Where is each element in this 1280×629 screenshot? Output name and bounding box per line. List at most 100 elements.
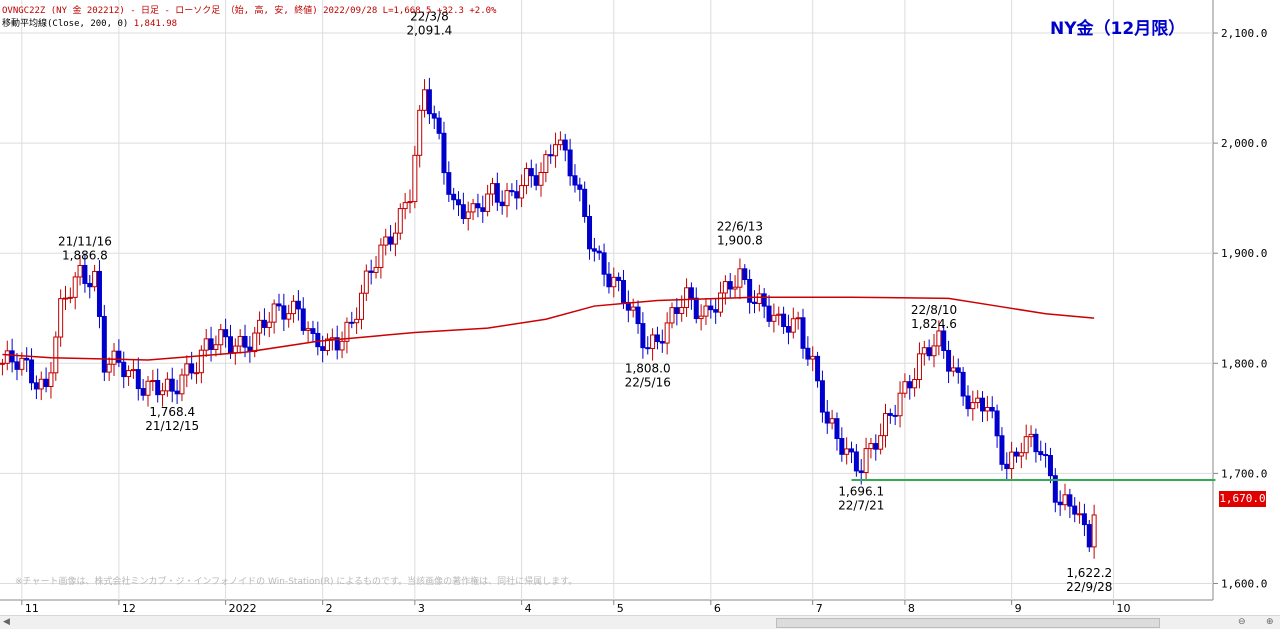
annotation-line-1: 1,696.1	[838, 485, 884, 499]
x-tick-label: 7	[816, 602, 823, 615]
candle-body	[965, 395, 971, 410]
candle-body	[315, 332, 321, 348]
candle-body	[523, 168, 529, 187]
candle-body	[800, 317, 806, 349]
candle-body	[795, 317, 801, 320]
last-price-badge: 1,670.0	[1219, 491, 1266, 507]
candle-body	[155, 380, 161, 396]
y-tick-label: 2,100.0	[1221, 27, 1267, 40]
candle-body	[72, 276, 78, 298]
candle-body	[286, 313, 292, 320]
x-tick-label: 12	[122, 602, 136, 615]
x-tick-label: 5	[617, 602, 624, 615]
candle-body	[645, 347, 651, 350]
candle-body	[1028, 433, 1034, 438]
candle-body	[446, 172, 452, 195]
candle-body	[611, 276, 617, 288]
candle-body	[1077, 513, 1083, 516]
candle-body	[116, 350, 122, 363]
candle-body	[766, 305, 772, 322]
x-tick-label: 4	[525, 602, 532, 615]
y-tick-label: 1,700.0	[1221, 467, 1267, 480]
zoom-out-icon[interactable]: ⊖	[1238, 617, 1246, 627]
candle-body	[620, 280, 626, 303]
candle-body	[397, 208, 403, 234]
candle-body	[130, 369, 136, 372]
candle-body	[732, 286, 738, 290]
candle-body	[164, 378, 170, 392]
candle-body	[591, 248, 597, 252]
zoom-in-icon[interactable]: ⊕	[1266, 617, 1274, 627]
scrollbar-thumb[interactable]	[776, 618, 1160, 628]
candle-body	[1081, 513, 1087, 526]
candle-body	[509, 190, 515, 193]
horizontal-scrollbar[interactable]: ◀ ⊖ ⊕	[0, 615, 1280, 629]
candle-body	[519, 185, 525, 199]
candle-body	[955, 367, 961, 373]
candle-body	[456, 199, 462, 206]
candle-body	[630, 306, 636, 311]
candle-body	[538, 172, 544, 186]
ma-legend-label: 移動平均線(Close, 200, 0)	[2, 19, 129, 29]
candle-body	[101, 315, 107, 373]
candle-body	[674, 307, 680, 314]
candle-body	[218, 329, 224, 346]
candle-body	[373, 267, 379, 273]
candle-body	[489, 183, 495, 195]
candle-body	[184, 363, 190, 376]
scroll-left-arrow-icon[interactable]: ◀	[3, 617, 10, 627]
candle-body	[1023, 436, 1029, 454]
candle-body	[145, 380, 151, 396]
candle-body	[305, 328, 311, 331]
candle-body	[684, 287, 690, 308]
candle-body	[106, 363, 112, 373]
candle-body	[232, 345, 238, 354]
annotation-line-1: 22/8/10	[911, 303, 957, 317]
candle-body	[1067, 494, 1073, 507]
candle-body	[849, 448, 855, 453]
candle-body	[334, 337, 340, 351]
candle-body	[761, 293, 767, 307]
x-tick-label: 11	[25, 602, 39, 615]
annotation-line-1: 1,622.2	[1066, 566, 1112, 580]
candle-body	[1091, 514, 1097, 548]
candle-body	[950, 367, 956, 372]
candle-body	[533, 175, 539, 186]
candle-body	[281, 305, 287, 320]
candle-body	[693, 297, 699, 320]
candle-body	[19, 357, 25, 370]
candle-body	[271, 303, 277, 323]
candle-body	[805, 347, 811, 360]
candle-body	[485, 193, 491, 212]
candle-body	[295, 300, 301, 310]
copyright-notice: ※チャート画像は、株式会社ミンカブ・ジ・インフォノイドの Win-Station…	[15, 577, 578, 587]
candle-body	[747, 278, 753, 303]
candle-body	[819, 380, 825, 413]
annotation-line-1: 1,768.4	[149, 405, 195, 419]
candle-body	[436, 117, 442, 134]
x-tick-label: 6	[714, 602, 721, 615]
candle-body	[388, 236, 394, 245]
candle-body	[567, 149, 573, 177]
candle-body	[912, 379, 918, 389]
candle-body	[198, 349, 204, 374]
candle-body	[1072, 505, 1078, 515]
y-tick-label: 1,600.0	[1221, 577, 1267, 590]
candle-body	[1018, 452, 1024, 457]
candle-body	[48, 372, 54, 387]
candle-body	[892, 414, 898, 417]
candle-body	[329, 337, 335, 340]
candle-body	[921, 347, 927, 355]
candle-body	[320, 346, 326, 351]
candle-body	[174, 390, 180, 395]
annotation-line-1: 22/3/8	[410, 9, 449, 23]
chart-header-info: OVNGC22Z (NY 金 202212) - 日足 - ローソク足 （始, …	[2, 6, 497, 16]
candle-body	[150, 380, 156, 383]
candle-body	[135, 369, 141, 390]
candle-body	[223, 329, 229, 338]
candle-body	[1057, 501, 1063, 506]
candle-body	[829, 418, 835, 424]
candle-body	[751, 301, 757, 304]
x-tick-label: 10	[1117, 602, 1131, 615]
candle-body	[426, 89, 432, 115]
